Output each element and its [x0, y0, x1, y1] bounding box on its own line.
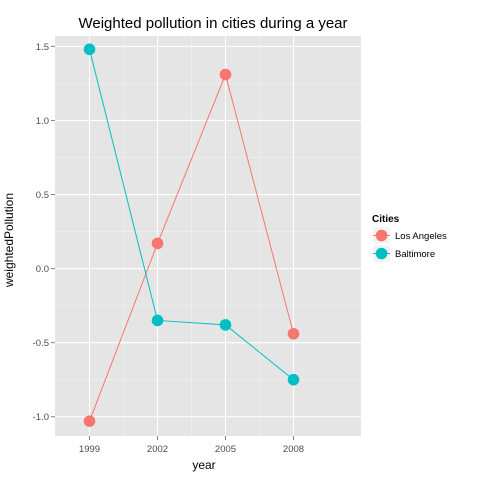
x-tick-label: 2002 — [147, 444, 168, 455]
data-point-los-angeles — [83, 415, 96, 427]
y-tick-label: 0.0 — [36, 264, 49, 275]
legend-label-los-angeles: Los Angeles — [395, 231, 447, 242]
chart-title: Weighted pollution in cities during a ye… — [78, 15, 347, 32]
y-axis-title: weightedPollution — [2, 193, 16, 288]
data-point-baltimore — [83, 43, 96, 56]
legend: Cities Los Angeles Baltimore — [372, 214, 447, 263]
data-point-los-angeles — [151, 237, 164, 250]
grid-layer — [55, 36, 361, 436]
y-tick-label: -1.0 — [33, 412, 49, 423]
data-point-baltimore — [151, 314, 164, 327]
y-tick-label: 0.5 — [36, 190, 49, 201]
legend-title: Cities — [372, 214, 400, 225]
data-point-baltimore — [219, 319, 232, 331]
series-line-baltimore — [89, 49, 294, 381]
data-point-los-angeles — [219, 68, 232, 81]
axis-layer: -1.0 -0.5 0.0 0.5 1.0 1.5 1999 2002 2005 2008 — [33, 42, 304, 455]
x-tick-label: 2008 — [283, 444, 304, 455]
plot-panel — [55, 36, 361, 436]
x-tick-label: 2005 — [215, 444, 236, 455]
x-tick-label: 1999 — [79, 444, 100, 455]
data-point-los-angeles — [287, 327, 300, 340]
x-axis-title: year — [192, 458, 215, 472]
series-line-los-angeles — [89, 72, 294, 422]
legend-key-point-los-angeles — [375, 229, 388, 242]
data-point-baltimore — [287, 373, 300, 386]
y-tick-label: 1.0 — [36, 116, 49, 127]
legend-label-baltimore: Baltimore — [395, 249, 435, 260]
y-tick-label: 1.5 — [36, 42, 49, 53]
legend-key-point-baltimore — [375, 247, 388, 260]
series-layer — [83, 43, 300, 427]
y-tick-label: -0.5 — [33, 338, 49, 349]
